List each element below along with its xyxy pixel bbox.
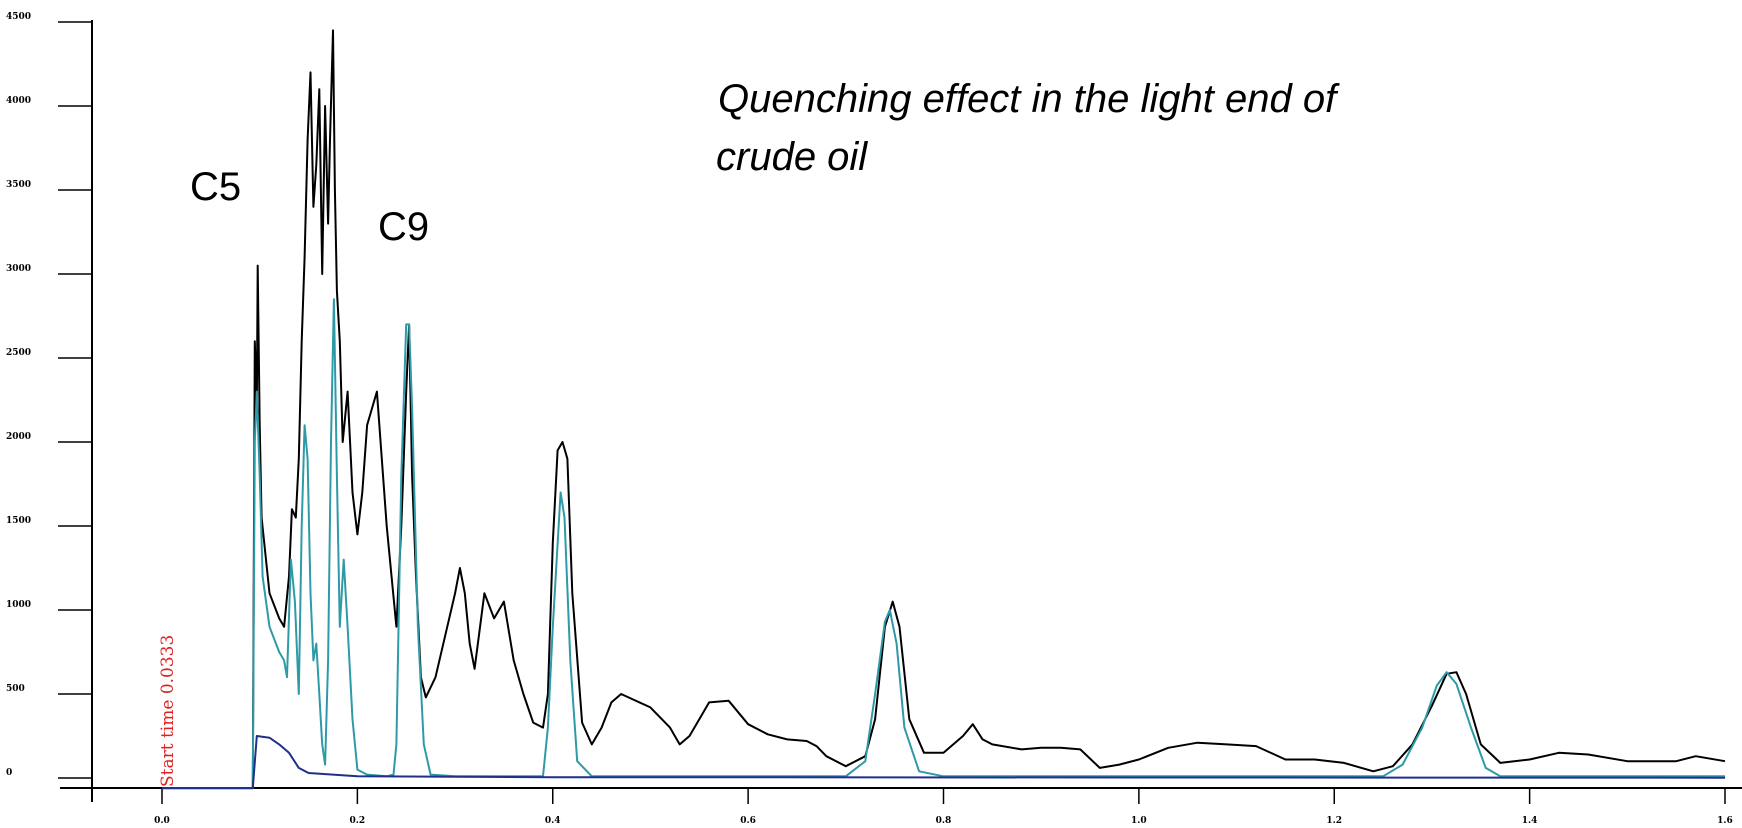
x-tick-label: 1.4 <box>1522 816 1538 826</box>
y-tick-label: 4500 <box>6 12 31 22</box>
y-tick-label: 2500 <box>6 348 31 358</box>
y-tick-label: 500 <box>6 684 25 694</box>
note-line-2: crude oil <box>716 135 868 179</box>
x-tick-label: 0.4 <box>545 816 561 826</box>
x-tick-label: 0.0 <box>154 816 170 826</box>
c5-label: C5 <box>190 165 241 209</box>
x-tick-label: 0.8 <box>936 816 952 826</box>
y-tick-label: 3500 <box>6 180 31 190</box>
x-tick-label: 1.6 <box>1717 816 1733 826</box>
series-lines <box>162 29 1726 790</box>
y-tick-label: 0 <box>6 768 12 778</box>
x-tick-label: 0.2 <box>350 816 366 826</box>
x-tick-label: 1.0 <box>1131 816 1147 826</box>
y-tick-label: 1000 <box>6 600 31 610</box>
x-tick-label: 1.2 <box>1326 816 1342 826</box>
series-line-2 <box>162 298 1725 790</box>
series-line-3 <box>162 735 1726 790</box>
x-tick-label: 0.6 <box>740 816 756 826</box>
y-tick-label: 1500 <box>6 516 31 526</box>
start-time-label: Start time 0.0333 <box>158 635 178 787</box>
y-tick-label: 4000 <box>6 96 31 106</box>
ticks: 4500 4000 3500 3000 2500 2000 1500 1000 500 0 0.0 0… <box>6 12 1733 826</box>
y-tick-label: 3000 <box>6 264 31 274</box>
note-line-1: Quenching effect in the light end of <box>718 77 1340 121</box>
y-tick-label: 2000 <box>6 432 31 442</box>
c9-label: C9 <box>378 205 429 249</box>
axes <box>60 20 1742 802</box>
series-line-1 <box>162 29 1726 790</box>
